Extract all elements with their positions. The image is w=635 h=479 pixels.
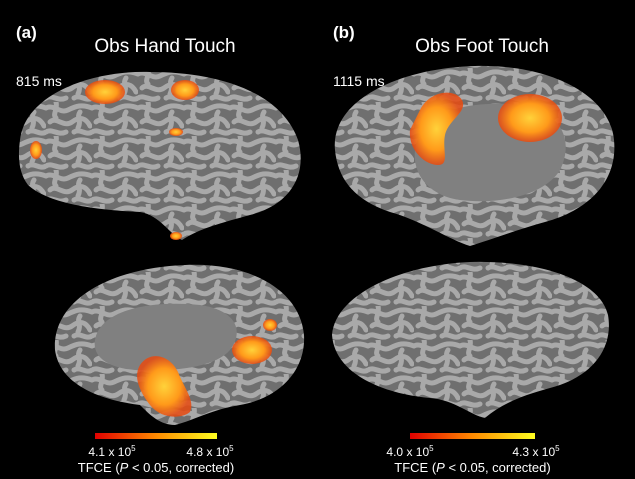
panel-title: Obs Foot Touch (415, 36, 549, 57)
colorbar-max-label: 4.8 x 105 (186, 444, 234, 459)
colorbar-exponent: 5 (555, 444, 560, 453)
colorbar-exponent: 5 (131, 444, 136, 453)
activation (30, 141, 42, 159)
activation (169, 128, 183, 136)
time-label: 815 ms (16, 73, 62, 89)
caption-text: < 0.05, corrected) (128, 460, 234, 475)
colorbar-exponent: 5 (429, 444, 434, 453)
colorbar-base: 4.0 x 10 (386, 445, 429, 459)
activation (409, 92, 464, 165)
time-label: 1115 ms (333, 73, 385, 89)
activation (170, 232, 182, 240)
panel-b-brains (332, 65, 615, 418)
activation (137, 356, 192, 417)
activation (85, 80, 125, 104)
panel-a-brains (18, 71, 305, 425)
colorbar-base: 4.8 x 10 (186, 445, 229, 459)
colorbar (95, 433, 217, 439)
caption-text: < 0.05, corrected) (445, 460, 551, 475)
colorbar-caption: TFCE (P < 0.05, corrected) (394, 460, 550, 475)
colorbar (410, 433, 535, 439)
medial-wall (94, 303, 237, 371)
panel-label: (a) (16, 23, 37, 42)
panel-label: (b) (333, 23, 355, 42)
activation (171, 80, 199, 100)
activation (232, 336, 272, 364)
colorbar-max-label: 4.3 x 105 (512, 444, 560, 459)
brain-lateral (332, 261, 609, 418)
activation (263, 319, 277, 331)
caption-text: TFCE ( (78, 460, 121, 475)
colorbar-base: 4.1 x 10 (88, 445, 131, 459)
brain-lateral (18, 71, 301, 240)
caption-italic: P (436, 460, 445, 475)
colorbar-base: 4.3 x 10 (512, 445, 555, 459)
colorbar-min-label: 4.0 x 105 (386, 444, 434, 459)
colorbar-exponent: 5 (229, 444, 234, 453)
caption-italic: P (120, 460, 129, 475)
colorbar-min-label: 4.1 x 105 (88, 444, 136, 459)
caption-text: TFCE ( (394, 460, 437, 475)
activation (498, 94, 562, 142)
panel-title: Obs Hand Touch (94, 36, 235, 57)
colorbar-caption: TFCE (P < 0.05, corrected) (78, 460, 234, 475)
